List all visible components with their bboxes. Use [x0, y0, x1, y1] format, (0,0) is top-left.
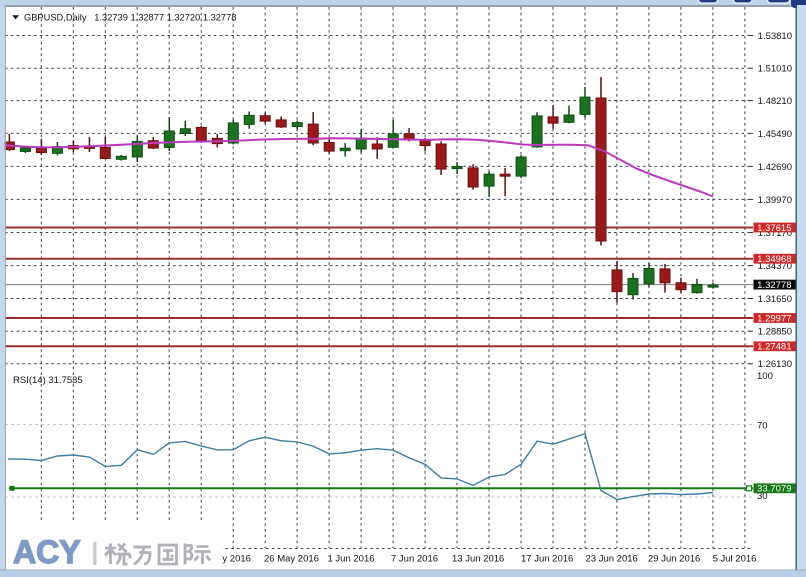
svg-text:1.39970: 1.39970 [758, 195, 792, 206]
svg-text:1.26130: 1.26130 [758, 359, 792, 370]
svg-text:RSI(14) 31.7535: RSI(14) 31.7535 [13, 375, 83, 386]
svg-text:1.27481: 1.27481 [757, 342, 791, 353]
svg-text:26 May 2016: 26 May 2016 [264, 554, 319, 565]
svg-text:23 Jun 2016: 23 Jun 2016 [586, 554, 638, 565]
svg-text:33.7079: 33.7079 [757, 484, 791, 495]
svg-text:1.28850: 1.28850 [758, 327, 792, 338]
svg-text:30: 30 [757, 491, 768, 502]
svg-text:1.29977: 1.29977 [757, 313, 791, 324]
svg-text:7 Jun 2016: 7 Jun 2016 [391, 554, 438, 565]
svg-text:1.37615: 1.37615 [757, 223, 791, 234]
svg-text:1.48210: 1.48210 [758, 96, 792, 107]
svg-text:20 May 2016: 20 May 2016 [196, 554, 251, 565]
svg-text:17 Jun 2016: 17 Jun 2016 [521, 554, 573, 565]
svg-text:1.53810: 1.53810 [758, 31, 792, 42]
svg-text:13 Jun 2016: 13 Jun 2016 [452, 554, 504, 565]
svg-text:70: 70 [757, 420, 768, 431]
svg-text:1.34968: 1.34968 [757, 254, 791, 265]
svg-text:1.51010: 1.51010 [758, 64, 792, 75]
svg-text:29 Jun 2016: 29 Jun 2016 [648, 554, 700, 565]
svg-text:1.45490: 1.45490 [758, 129, 792, 140]
svg-text:1.31650: 1.31650 [758, 294, 792, 305]
svg-text:1.37170: 1.37170 [758, 228, 792, 239]
svg-text:GBPUSD,Daily 1.32739 1.32877: GBPUSD,Daily 1.32739 1.32877 1.32720 1.3… [24, 13, 236, 23]
svg-text:1.42690: 1.42690 [758, 162, 792, 173]
svg-text:1 Jun 2016: 1 Jun 2016 [328, 554, 375, 565]
svg-text:ACY: ACY [13, 534, 81, 570]
svg-text:1.34370: 1.34370 [758, 261, 792, 272]
svg-text:100: 100 [757, 371, 773, 382]
svg-text:5 Jul 2016: 5 Jul 2016 [713, 554, 757, 565]
svg-text:1.32778: 1.32778 [757, 280, 791, 291]
